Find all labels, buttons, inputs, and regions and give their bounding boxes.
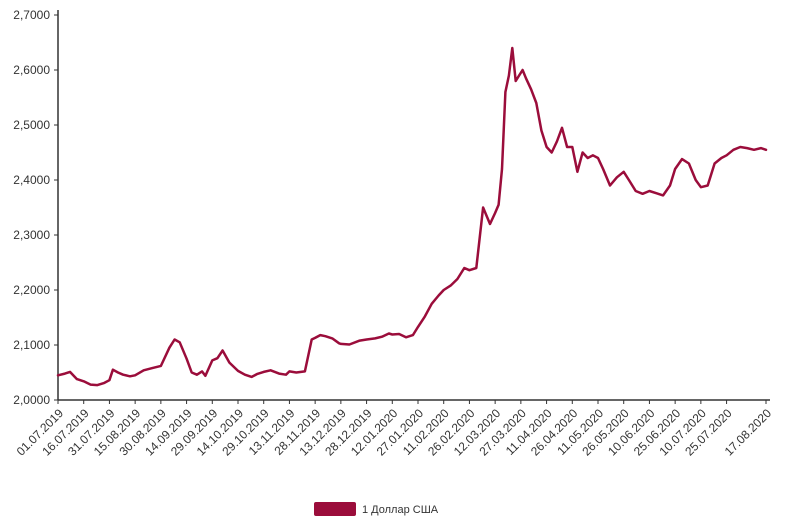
y-tick-label: 2,7000: [13, 8, 50, 22]
y-tick-label: 2,3000: [13, 228, 50, 242]
y-tick-label: 2,2000: [13, 283, 50, 297]
y-tick-label: 2,0000: [13, 393, 50, 407]
legend-swatch: [314, 502, 356, 516]
legend: 1 Доллар США: [314, 502, 439, 516]
y-tick-label: 2,1000: [13, 338, 50, 352]
y-axis: 2,0000 2,1000 2,2000 2,3000 2,4000 2,5000 2,60…: [13, 8, 59, 407]
legend-label: 1 Доллар США: [362, 504, 439, 516]
y-tick-label: 2,6000: [13, 63, 50, 77]
y-tick-label: 2,5000: [13, 118, 50, 132]
y-tick-label: 2,4000: [13, 173, 50, 187]
series-line: [56, 46, 768, 387]
x-axis: 01.07.201916.07.201931.07.201915.08.2019…: [14, 399, 774, 459]
series-layer: [56, 46, 768, 387]
